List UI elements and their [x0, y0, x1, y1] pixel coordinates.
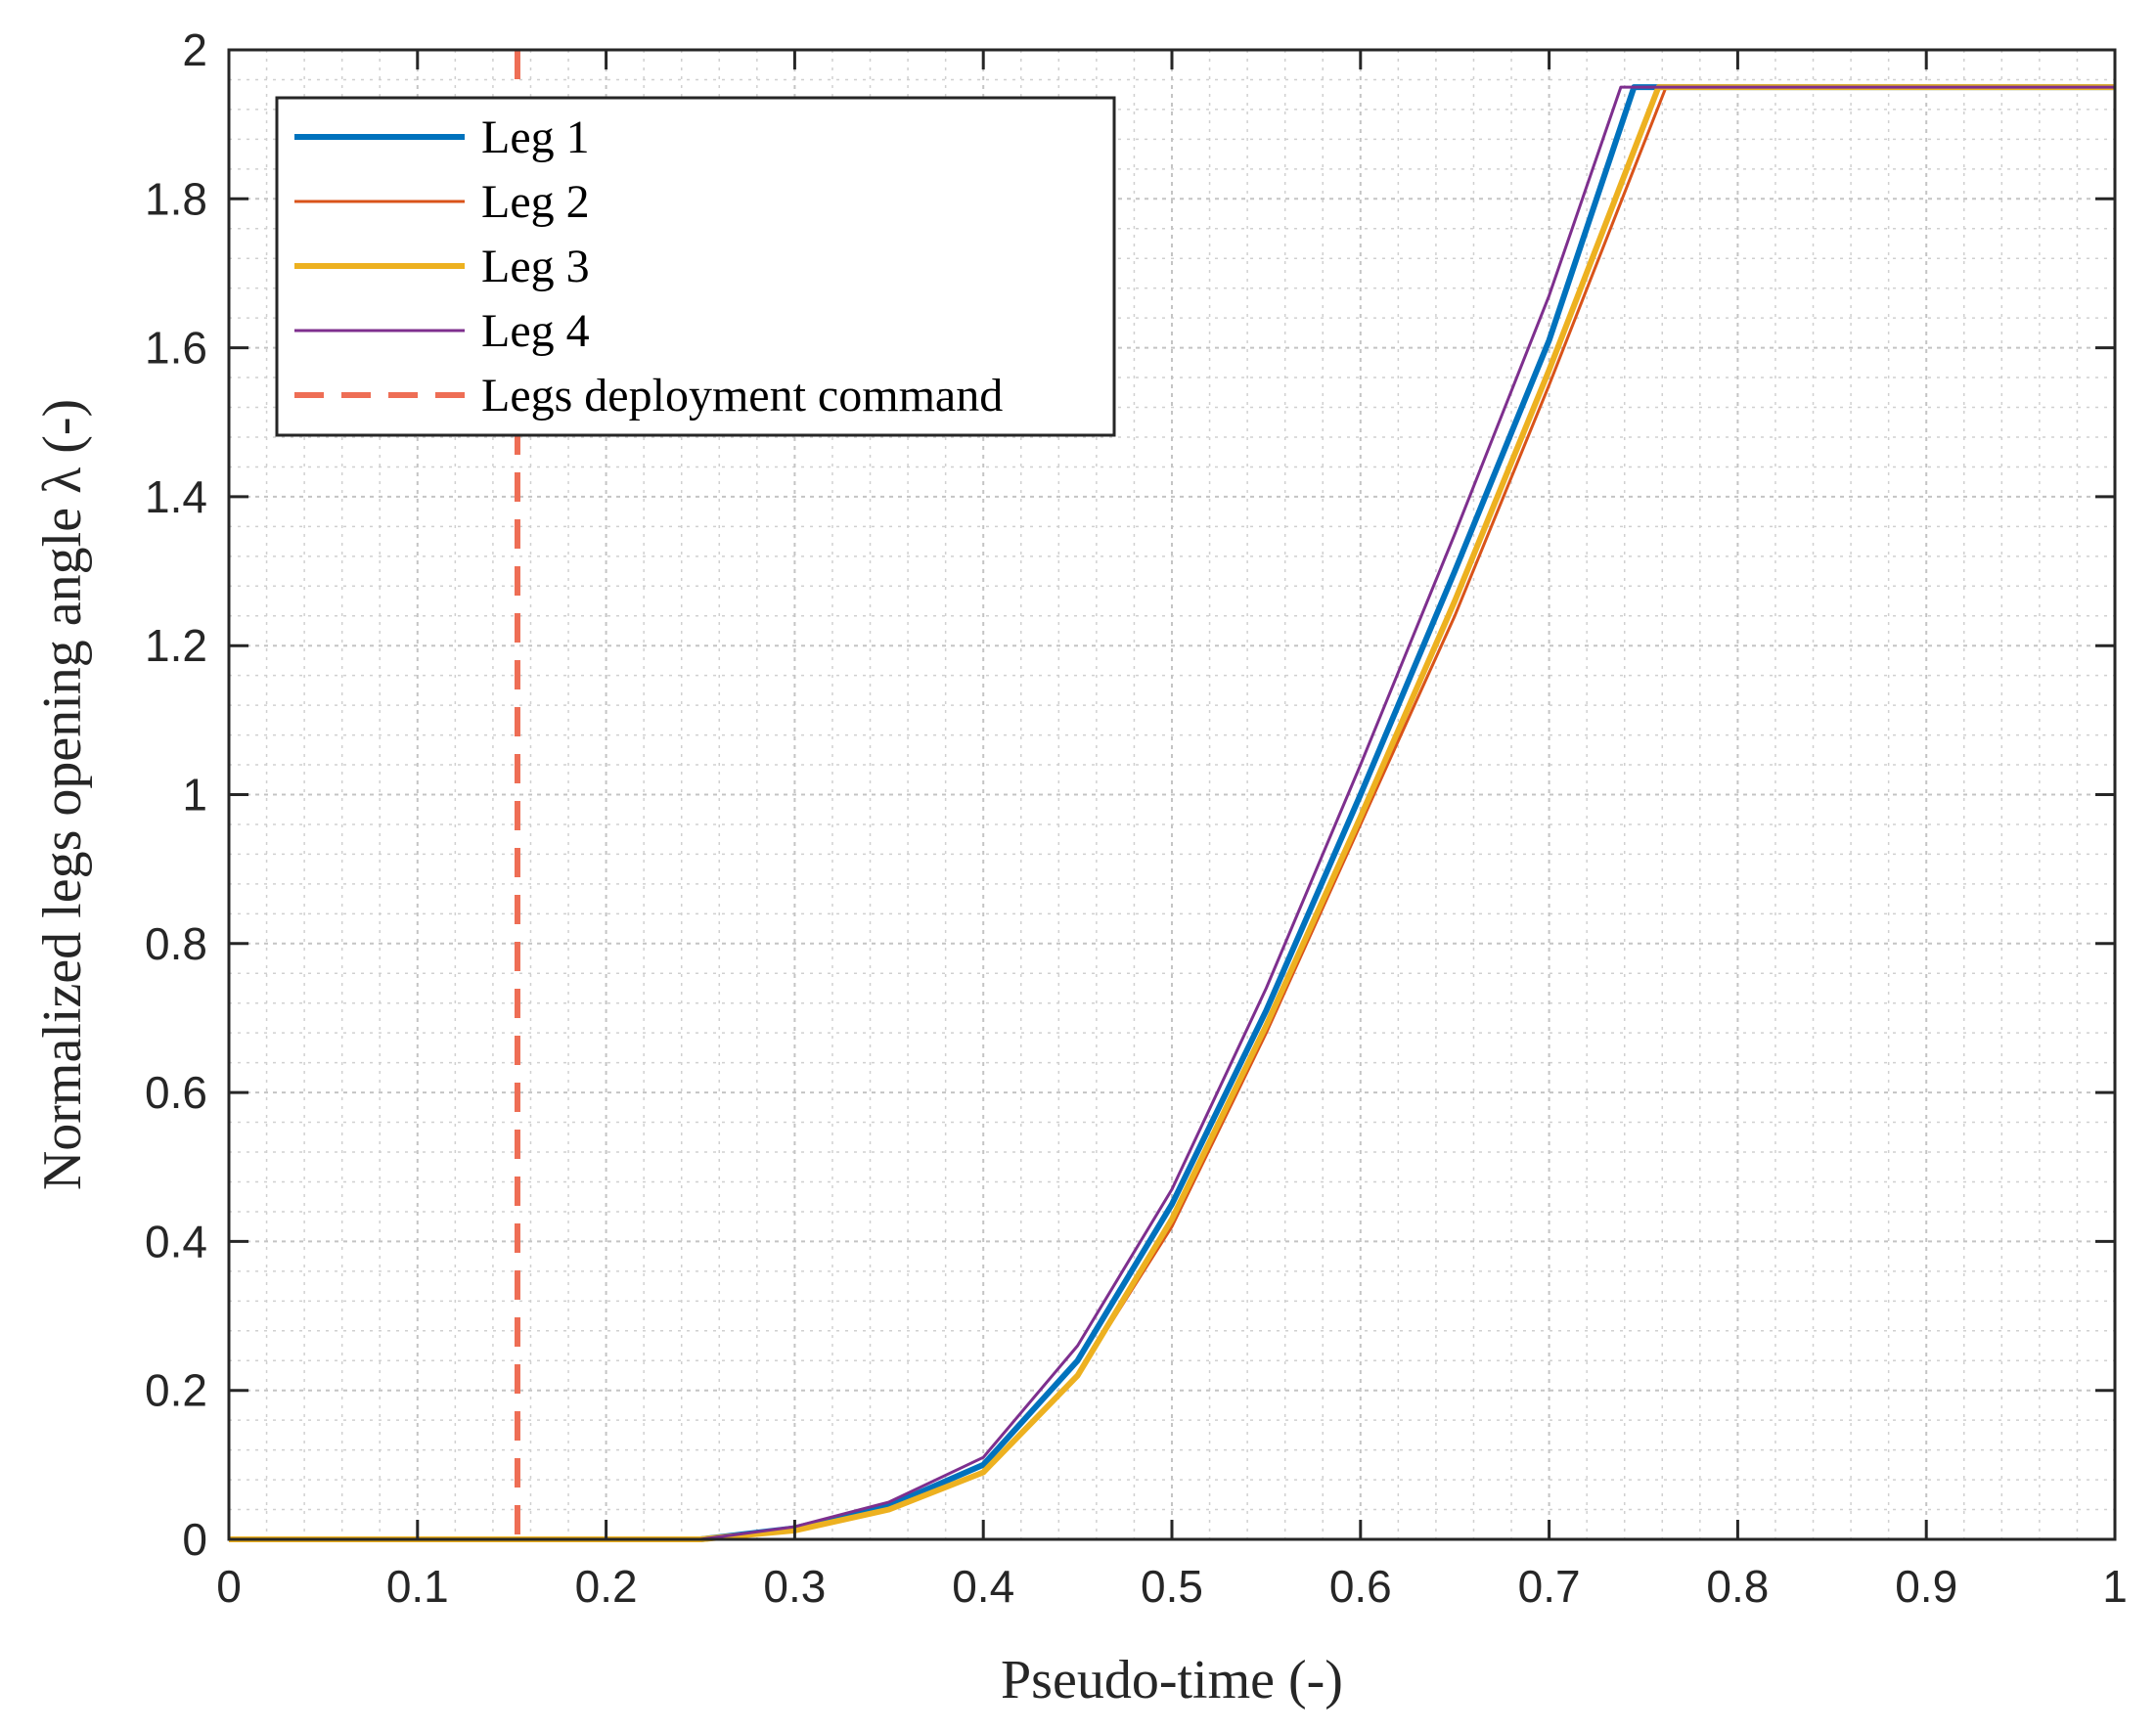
- legend-label: Leg 4: [481, 305, 590, 357]
- y-tick-label: 1.8: [145, 173, 207, 224]
- series-line-leg-4: [229, 85, 2115, 1541]
- x-axis-title: Pseudo-time (-): [1001, 1650, 1343, 1710]
- y-tick-label: 0.8: [145, 918, 207, 969]
- x-tick-labels: 0 0.1 0.2 0.3 0.4 0.5 0.6 0.7 0.8 0.9 1: [216, 1561, 2128, 1612]
- y-tick-label: 0.2: [145, 1365, 207, 1416]
- x-tick-label: 0.5: [1141, 1561, 1203, 1612]
- y-tick-label: 2: [182, 24, 207, 75]
- x-tick-label: 0: [216, 1561, 242, 1612]
- y-tick-label: 1.2: [145, 620, 207, 671]
- x-tick-label: 0.6: [1329, 1561, 1392, 1612]
- y-tick-label: 0.6: [145, 1067, 207, 1118]
- legend-label: Legs deployment command: [481, 370, 1003, 422]
- series-line-leg-3: [229, 84, 2115, 1542]
- x-tick-label: 0.8: [1706, 1561, 1769, 1612]
- x-tick-label: 1: [2102, 1561, 2128, 1612]
- tick-marks: [227, 48, 2117, 1541]
- x-tick-label: 0.4: [952, 1561, 1014, 1612]
- legend-label: Leg 2: [481, 176, 590, 228]
- x-tick-label: 0.3: [763, 1561, 826, 1612]
- legend-label: Leg 1: [481, 111, 590, 163]
- legend-label: Leg 3: [481, 241, 590, 292]
- x-tick-label: 0.9: [1895, 1561, 1957, 1612]
- y-tick-label: 1: [182, 770, 207, 821]
- x-tick-label: 0.2: [575, 1561, 638, 1612]
- y-axis-title: Normalized legs opening angle λ (-): [32, 399, 93, 1190]
- y-tick-label: 1.4: [145, 471, 207, 522]
- x-tick-label: 0.7: [1518, 1561, 1581, 1612]
- x-tick-label: 0.1: [386, 1561, 449, 1612]
- y-tick-label: 0: [182, 1514, 207, 1565]
- y-tick-labels: 0 0.2 0.4 0.6 0.8 1 1.2 1.4 1.6 1.8 2: [145, 24, 207, 1565]
- y-tick-label: 0.4: [145, 1216, 207, 1266]
- legend: Leg 1 Leg 2 Leg 3 Leg 4 Legs deployment comm…: [275, 96, 1116, 437]
- y-tick-label: 1.6: [145, 323, 207, 374]
